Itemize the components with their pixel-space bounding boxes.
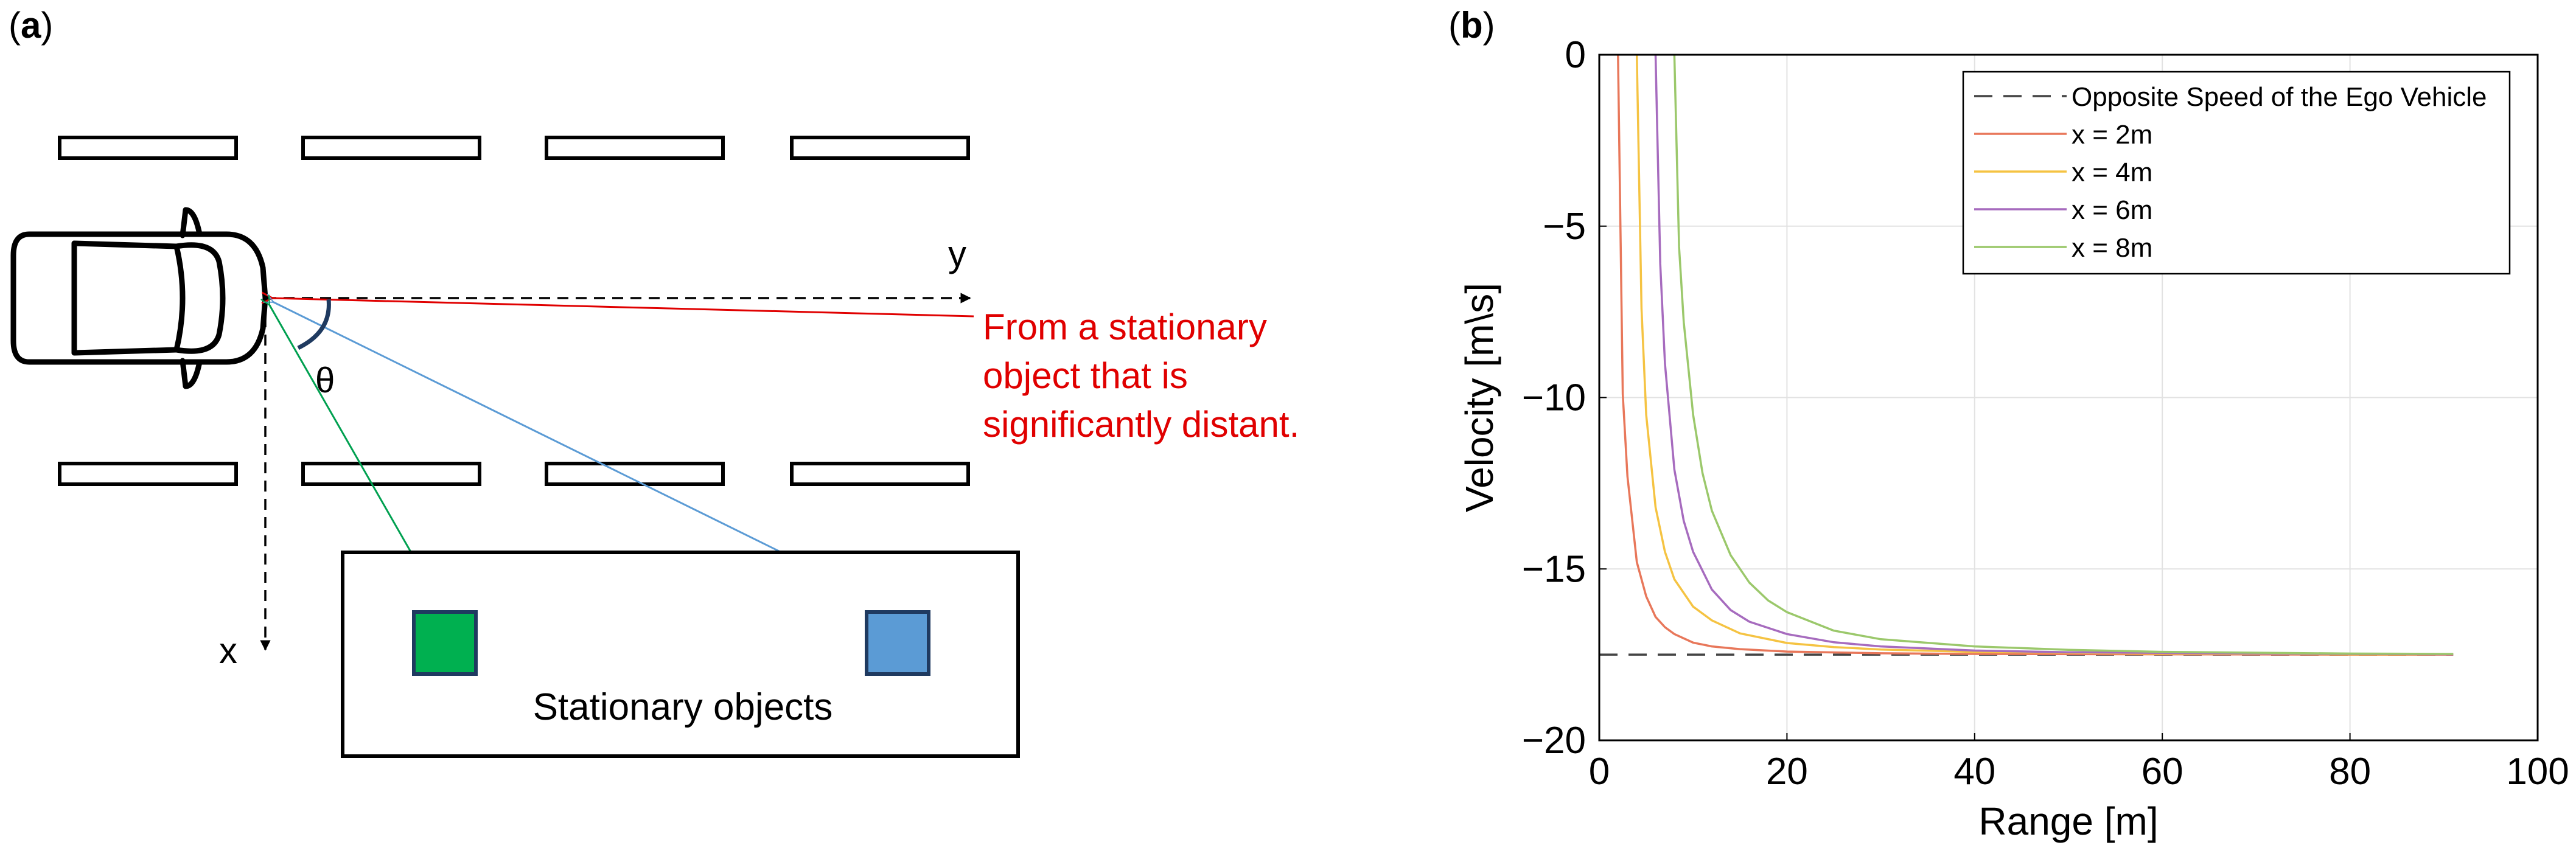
note-line-2: object that is (983, 355, 1188, 396)
car-icon (10, 207, 268, 389)
lane-markings-top (58, 136, 970, 160)
distant-object-note: From a stationary object that is signifi… (983, 307, 1299, 445)
chart-series (1599, 54, 2454, 656)
lane-markings-bottom (58, 462, 970, 486)
blue-object (865, 610, 930, 676)
panel-a: (a) y x (9, 5, 1299, 758)
x-axis-label: x (219, 630, 237, 671)
y-axis-label: y (948, 234, 966, 274)
x-tick-label: 0 (1589, 751, 1610, 793)
lane-dash (790, 136, 970, 160)
y-tick-label: −10 (1522, 377, 1586, 419)
x-tick-label: 40 (1953, 751, 1995, 793)
theta-arc (297, 299, 331, 350)
ray-distant-object (271, 298, 974, 318)
x-tick-label: 20 (1766, 751, 1808, 793)
legend-box (1962, 71, 2511, 275)
green-object (412, 610, 478, 676)
stationary-objects-label: Stationary objects (533, 686, 833, 728)
lane-dash (58, 462, 238, 486)
chart-legend: Opposite Speed of the Ego Vehicle x = 2m x… (1962, 71, 2511, 275)
chart-ticks: 0 20 40 60 80 100 0 −5 −10 −15 −20 (1522, 34, 2569, 793)
series-line-1 (1617, 54, 2454, 656)
legend-label-0: Opposite Speed of the Ego Vehicle (2072, 82, 2487, 112)
panel-a-label: (a) (9, 5, 53, 46)
lane-dash (301, 462, 481, 486)
legend-label-4: x = 8m (2072, 233, 2152, 263)
y-tick-label: −5 (1543, 206, 1586, 248)
legend-label-3: x = 6m (2072, 195, 2152, 225)
y-tick-label: −20 (1522, 720, 1586, 762)
lane-dash (545, 462, 725, 486)
y-tick-label: −15 (1522, 548, 1586, 590)
series-line-4 (1673, 54, 2454, 655)
y-axis-title: Velocity [m\s] (1457, 283, 1501, 512)
velocity-chart: 0 20 40 60 80 100 0 −5 −10 −15 −20 Range [m] Veloc… (1457, 34, 2569, 843)
note-line-3: significantly distant. (983, 404, 1299, 445)
note-line-1: From a stationary (983, 307, 1267, 347)
series-line-3 (1654, 54, 2454, 656)
lane-dash (545, 136, 725, 160)
lane-dash (790, 462, 970, 486)
lane-dash (58, 136, 238, 160)
theta-label: θ (315, 361, 335, 400)
panel-b: (b) 0 20 40 60 80 100 0 −5 −10 −15 −20 Range [m] V… (1448, 5, 2569, 843)
x-tick-label: 80 (2329, 751, 2371, 793)
x-tick-label: 100 (2506, 751, 2569, 793)
y-tick-label: 0 (1565, 34, 1586, 76)
panel-b-label: (b) (1448, 5, 1495, 46)
legend-label-1: x = 2m (2072, 120, 2152, 150)
x-axis-title: Range [m] (1978, 799, 2158, 843)
lane-dash (301, 136, 481, 160)
x-tick-label: 60 (2141, 751, 2183, 793)
legend-label-2: x = 4m (2072, 158, 2152, 187)
